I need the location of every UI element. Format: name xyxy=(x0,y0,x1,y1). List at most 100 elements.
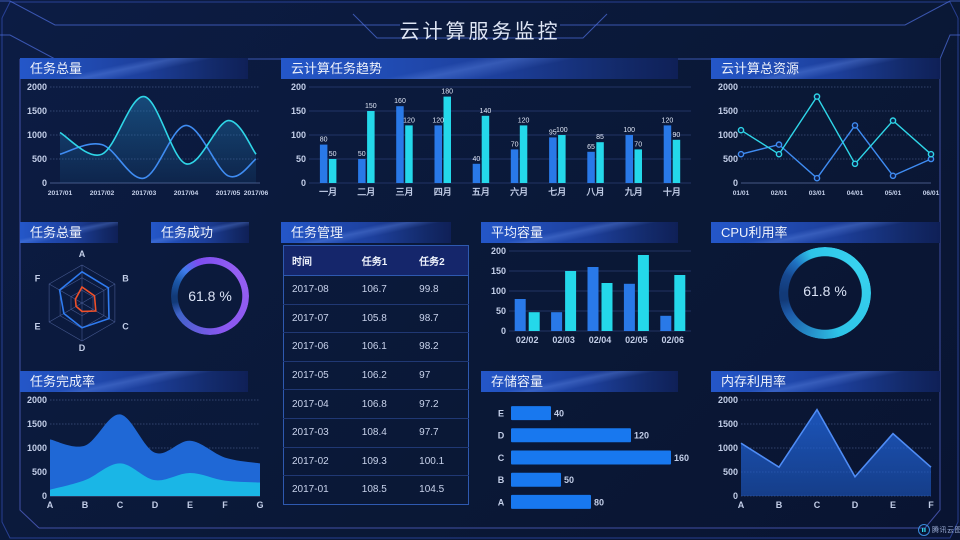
svg-text:500: 500 xyxy=(723,154,738,164)
svg-text:B: B xyxy=(82,500,89,510)
svg-text:八月: 八月 xyxy=(585,187,604,197)
svg-text:0: 0 xyxy=(733,178,738,188)
svg-text:500: 500 xyxy=(723,467,738,477)
svg-text:E: E xyxy=(890,500,896,510)
svg-text:D: D xyxy=(852,500,859,510)
svg-text:七月: 七月 xyxy=(548,186,566,197)
svg-text:140: 140 xyxy=(480,108,492,115)
svg-text:2000: 2000 xyxy=(27,82,47,92)
svg-text:1500: 1500 xyxy=(718,419,738,429)
svg-text:E: E xyxy=(34,321,40,331)
svg-text:九月: 九月 xyxy=(624,186,643,197)
svg-text:120: 120 xyxy=(634,431,649,441)
svg-text:2017/05: 2017/05 xyxy=(216,190,241,197)
svg-text:06/01: 06/01 xyxy=(923,190,940,197)
svg-text:一月: 一月 xyxy=(319,187,337,197)
svg-text:160: 160 xyxy=(674,453,689,463)
svg-text:2017/02: 2017/02 xyxy=(90,190,115,197)
svg-text:150: 150 xyxy=(491,266,506,276)
svg-text:C: C xyxy=(117,500,124,510)
svg-text:500: 500 xyxy=(32,154,47,164)
svg-text:150: 150 xyxy=(291,106,306,116)
svg-text:F: F xyxy=(222,500,228,510)
svg-text:2000: 2000 xyxy=(718,395,738,405)
svg-text:B: B xyxy=(776,500,783,510)
svg-text:四月: 四月 xyxy=(434,187,452,197)
svg-text:40: 40 xyxy=(473,156,481,163)
svg-text:1500: 1500 xyxy=(27,106,47,116)
svg-text:六月: 六月 xyxy=(510,186,528,197)
svg-text:B: B xyxy=(122,273,129,283)
svg-text:2017/04: 2017/04 xyxy=(174,190,199,197)
svg-text:80: 80 xyxy=(594,497,604,507)
svg-text:G: G xyxy=(256,500,263,510)
svg-text:70: 70 xyxy=(511,141,519,148)
svg-text:180: 180 xyxy=(441,89,453,96)
svg-text:01/01: 01/01 xyxy=(733,190,750,197)
svg-text:A: A xyxy=(79,249,86,259)
svg-text:120: 120 xyxy=(432,117,444,124)
svg-text:50: 50 xyxy=(296,154,306,164)
svg-text:2017/06: 2017/06 xyxy=(244,190,268,197)
svg-text:E: E xyxy=(187,500,193,510)
svg-text:50: 50 xyxy=(358,151,366,158)
svg-text:70: 70 xyxy=(634,141,642,148)
svg-text:500: 500 xyxy=(32,467,47,477)
svg-text:D: D xyxy=(79,343,86,352)
svg-text:2000: 2000 xyxy=(718,82,738,92)
svg-text:F: F xyxy=(928,500,934,510)
svg-text:50: 50 xyxy=(496,306,506,316)
svg-text:100: 100 xyxy=(556,127,568,134)
svg-text:200: 200 xyxy=(491,246,506,256)
svg-text:1500: 1500 xyxy=(27,419,47,429)
svg-text:2017/03: 2017/03 xyxy=(132,190,157,197)
svg-text:80: 80 xyxy=(320,137,328,144)
svg-text:02/03: 02/03 xyxy=(552,335,575,345)
svg-text:1000: 1000 xyxy=(27,130,47,140)
svg-text:40: 40 xyxy=(554,409,564,419)
svg-text:A: A xyxy=(498,497,505,507)
svg-text:C: C xyxy=(122,321,129,331)
svg-text:150: 150 xyxy=(365,103,377,110)
svg-text:0: 0 xyxy=(501,326,506,336)
svg-text:120: 120 xyxy=(403,117,415,124)
svg-text:0: 0 xyxy=(301,178,306,188)
svg-text:120: 120 xyxy=(518,117,530,124)
svg-text:50: 50 xyxy=(564,475,574,485)
svg-text:E: E xyxy=(498,409,504,419)
svg-text:100: 100 xyxy=(491,286,506,296)
svg-text:F: F xyxy=(35,273,41,283)
svg-text:05/01: 05/01 xyxy=(885,190,902,197)
svg-text:A: A xyxy=(738,500,745,510)
svg-text:90: 90 xyxy=(673,132,681,139)
svg-text:1000: 1000 xyxy=(718,443,738,453)
svg-text:D: D xyxy=(152,500,159,510)
svg-text:C: C xyxy=(498,453,505,463)
svg-text:100: 100 xyxy=(291,130,306,140)
svg-text:100: 100 xyxy=(623,127,635,134)
svg-text:1000: 1000 xyxy=(718,130,738,140)
svg-text:02/06: 02/06 xyxy=(662,335,685,345)
svg-text:85: 85 xyxy=(596,134,604,141)
svg-text:三月: 三月 xyxy=(395,187,413,197)
svg-text:D: D xyxy=(498,431,505,441)
svg-text:2000: 2000 xyxy=(27,395,47,405)
svg-text:1500: 1500 xyxy=(718,106,738,116)
svg-text:B: B xyxy=(498,475,505,485)
svg-text:02/02: 02/02 xyxy=(516,335,539,345)
svg-text:五月: 五月 xyxy=(472,187,490,197)
svg-text:02/01: 02/01 xyxy=(771,190,788,197)
svg-text:1000: 1000 xyxy=(27,443,47,453)
svg-text:A: A xyxy=(47,500,54,510)
svg-text:C: C xyxy=(814,500,821,510)
svg-text:03/01: 03/01 xyxy=(809,190,826,197)
svg-text:0: 0 xyxy=(42,178,47,188)
svg-text:2017/01: 2017/01 xyxy=(48,190,73,197)
svg-text:04/01: 04/01 xyxy=(847,190,864,197)
svg-text:02/05: 02/05 xyxy=(625,335,648,345)
svg-text:50: 50 xyxy=(329,151,337,158)
svg-text:02/04: 02/04 xyxy=(589,335,612,345)
svg-text:十月: 十月 xyxy=(663,186,681,197)
svg-text:200: 200 xyxy=(291,82,306,92)
svg-text:120: 120 xyxy=(662,117,674,124)
